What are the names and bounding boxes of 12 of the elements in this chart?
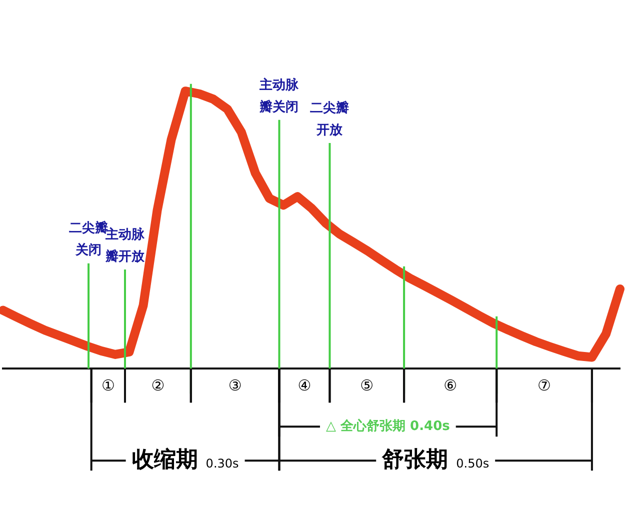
annotation: 主动脉瓣关闭 [258,76,300,115]
text: 收缩期 0.30s [132,447,239,472]
text: △ 全心舒张期 0.40s [326,418,450,434]
text: ② [151,376,165,394]
text: ① [101,376,115,394]
text: 舒张期 0.50s [381,447,490,472]
text: ④ [298,376,312,394]
text: ⑥ [444,376,458,394]
text: ⑦ [538,376,552,394]
text: ⑤ [360,376,374,394]
annotation: 二尖瓣开放 [310,100,350,138]
text: ③ [228,376,242,394]
